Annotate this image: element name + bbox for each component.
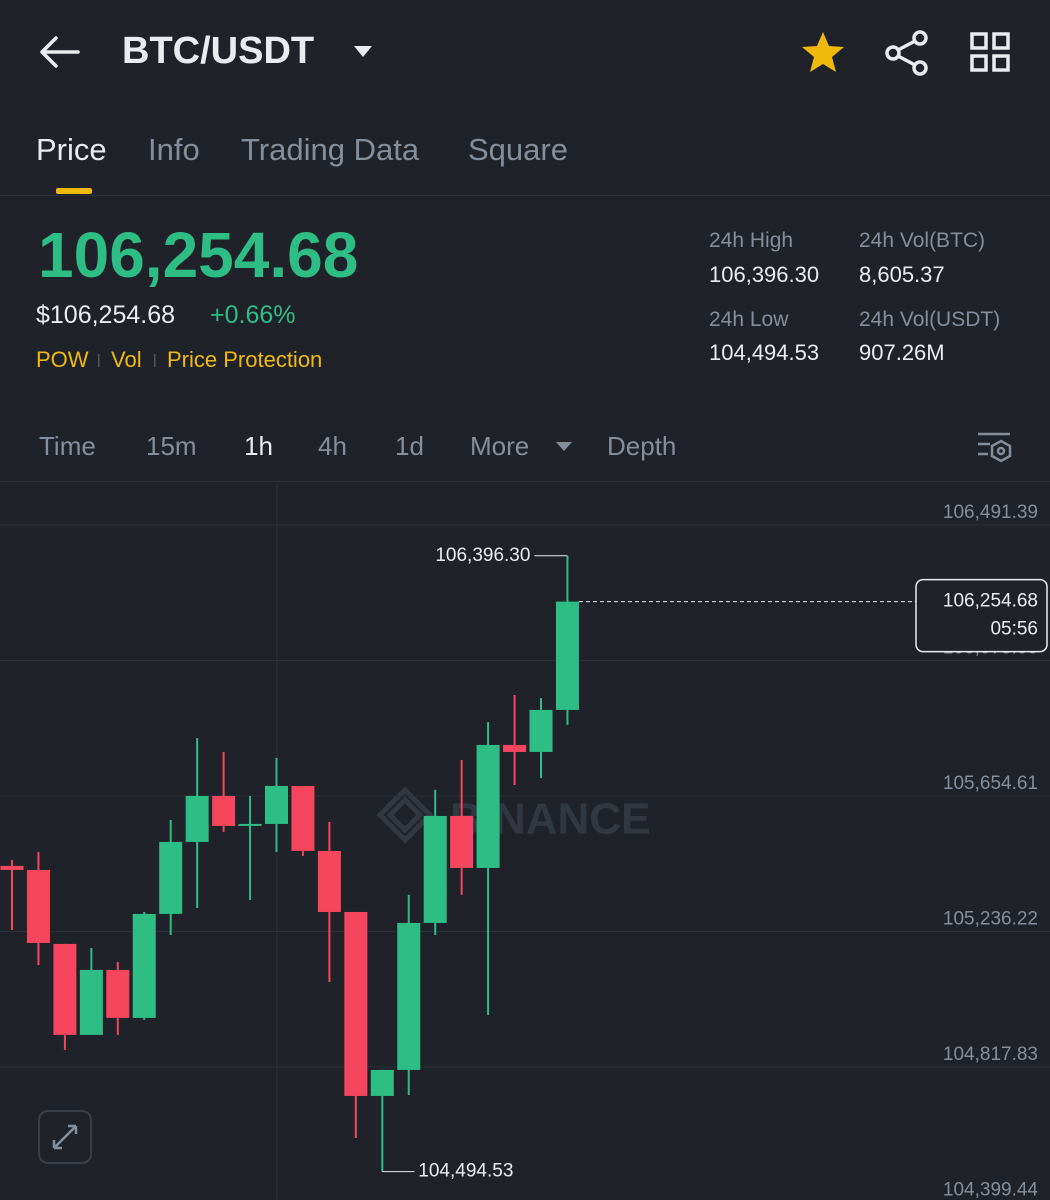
candle-body [317,850,341,912]
candle-body [265,785,288,824]
candle-body [291,785,315,851]
stat-label: 24h Vol(USDT) [859,308,1001,331]
interval[interactable]: More [470,431,530,461]
divider [0,195,1050,196]
y-tick-label: 104,817.83 [943,1044,1038,1065]
last-price-label: 106,254.68 [943,591,1038,612]
watermark-logo [376,786,434,844]
candle-body [397,922,421,1070]
stat-value: 907.26M [859,340,945,365]
separator: | [153,351,157,367]
candle-body [503,744,527,752]
candle-body [344,911,368,1096]
candle-body [555,601,579,710]
y-tick-label: 106,491.39 [943,502,1038,523]
interval[interactable]: Depth [607,431,677,461]
fullscreen-icon [52,1124,78,1150]
candle-body [106,969,130,1018]
candle-body [26,869,50,943]
interval[interactable]: 1d [395,431,424,461]
candle-body [450,815,474,868]
annotation-label: 104,494.53 [418,1161,513,1182]
tab[interactable]: Square [468,132,568,167]
candle-body [159,841,183,914]
interval[interactable]: 1h [244,431,273,461]
usd-price: $106,254.68 [36,301,176,329]
candle-body [423,815,447,923]
last-price-box [915,578,1048,653]
stat-value: 106,396.30 [709,262,820,287]
pair-title[interactable]: BTC/USDT [122,30,315,72]
candle-body [212,795,236,826]
tab-indicator [56,188,92,194]
tab[interactable]: Info [148,132,200,167]
tag[interactable]: POW [36,347,89,372]
interval[interactable]: 15m [146,431,197,461]
tag[interactable]: Price Protection [167,347,323,372]
separator: | [97,351,101,367]
candle-body [185,795,209,842]
stat-value: 8,605.37 [859,262,945,287]
stat-value: 104,494.53 [709,340,820,365]
stat-label: 24h Low [709,308,789,331]
more-dropdown[interactable] [555,440,573,454]
tab[interactable]: Price [36,132,107,167]
candle-body [370,1069,394,1096]
interval[interactable]: Time [39,431,96,461]
last-price: 106,254.68 [38,219,359,291]
price-change: +0.66% [210,301,296,329]
divider [0,481,1050,482]
grid-menu[interactable] [970,32,1012,74]
pair-dropdown[interactable] [352,44,374,60]
y-tick-label: 105,236.22 [943,908,1038,929]
candle-body [476,744,500,868]
candle-body [53,943,77,1035]
candle-body [238,823,262,826]
candle-body [0,865,24,870]
chart-settings[interactable] [976,430,1014,464]
fullscreen-button[interactable] [38,1110,92,1164]
favorite-star[interactable] [800,30,846,74]
back-button[interactable] [38,34,82,70]
countdown-label: 05:56 [990,619,1038,640]
annotation-label: 106,396.30 [435,545,530,566]
y-tick-label: 104,399.44 [943,1179,1039,1200]
tab[interactable]: Trading Data [241,132,420,167]
candle-body [529,709,553,752]
interval[interactable]: 4h [318,431,347,461]
stat-label: 24h Vol(BTC) [859,229,986,252]
y-tick-label: 105,654.61 [943,773,1038,794]
share-button[interactable] [884,30,930,76]
tag[interactable]: Vol [111,347,142,372]
candle-body [79,969,103,1035]
candlestick-chart: BINANCE 106,491.39106,073.00105,654.6110… [0,482,1050,1200]
candle-body [132,913,156,1018]
stat-label: 24h High [709,229,794,252]
